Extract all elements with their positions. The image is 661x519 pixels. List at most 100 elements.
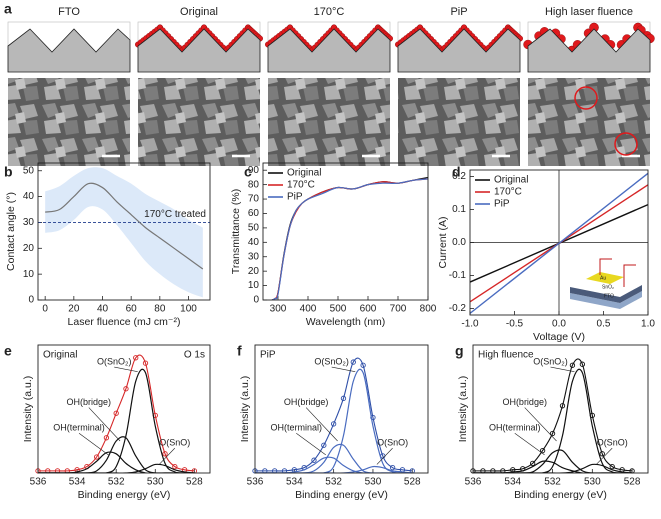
- fto-substrate: [527, 28, 651, 73]
- x-tick-label: 500: [330, 304, 347, 315]
- x-tick-label: 600: [360, 304, 377, 315]
- x-axis-label: Laser fluence (mJ cm⁻²): [68, 316, 181, 328]
- panel-label: f: [237, 343, 242, 359]
- leader: [596, 447, 613, 465]
- data-point: [311, 457, 317, 463]
- curve-label: O(SnO): [159, 438, 190, 448]
- chart-panel: f 536 534 532 530 528 O(SnO₂) OH(bridge) OH(term…: [237, 343, 429, 501]
- curve-label: OH(terminal): [53, 423, 105, 433]
- panel-label: c: [244, 164, 252, 180]
- leader: [514, 432, 545, 456]
- x-axis-label: Binding energy (eV): [78, 489, 171, 501]
- curve-label: OH(terminal): [271, 423, 323, 433]
- x-tick-label: 534: [504, 477, 521, 488]
- x-tick-label: 534: [69, 477, 86, 488]
- curve-label: O(SnO): [597, 438, 628, 448]
- x-tick-label: 530: [365, 477, 382, 488]
- x-tick-label: 532: [108, 477, 125, 488]
- y-axis-label: Intensity (a.u.): [22, 376, 34, 443]
- series-line: [38, 451, 195, 473]
- column-title: FTO: [58, 6, 80, 18]
- x-tick-label: 300: [270, 304, 287, 315]
- panel-label: d: [452, 164, 461, 180]
- x-tick-label: 536: [465, 477, 482, 488]
- data-point: [133, 355, 139, 361]
- reference-label: 170°C treated: [144, 209, 206, 220]
- x-tick-label: 800: [420, 304, 437, 315]
- curve-label: OH(bridge): [284, 397, 329, 407]
- leader: [296, 432, 326, 456]
- column-title: Original: [180, 6, 218, 18]
- y-tick-label: 20: [23, 243, 35, 254]
- series-line: [473, 460, 633, 473]
- chart-title: PiP: [260, 350, 276, 361]
- inset-label: Au: [600, 275, 606, 281]
- inset-au: [586, 272, 624, 284]
- y-axis-label: Current (A): [437, 217, 449, 269]
- y-axis-label: Contact angle (°): [5, 192, 17, 271]
- x-tick-label: 20: [68, 304, 80, 315]
- leader: [305, 407, 338, 442]
- y-tick-label: 60: [248, 208, 260, 219]
- series-line: [255, 456, 413, 473]
- x-tick-label: -1.0: [461, 319, 479, 330]
- plot-frame: [472, 344, 649, 474]
- series-line: [38, 463, 195, 473]
- y-tick-label: 50: [23, 165, 35, 176]
- x-tick-label: 700: [390, 304, 407, 315]
- series-line: [38, 436, 195, 473]
- x-axis-label: Binding energy (eV): [514, 489, 607, 501]
- chart-title: Original: [43, 350, 77, 361]
- legend-label: PiP: [494, 199, 510, 210]
- column-title: 170°C: [314, 6, 345, 18]
- leader: [88, 407, 121, 442]
- leader: [331, 366, 356, 372]
- y-tick-label: 10: [23, 269, 35, 280]
- fto-substrate: [267, 28, 391, 73]
- y-tick-label: 0.1: [452, 204, 466, 215]
- plot-frame: [469, 169, 649, 316]
- x-tick-label: 536: [30, 477, 47, 488]
- y-tick-label: 50: [248, 223, 260, 234]
- series-line: [38, 354, 195, 472]
- chart-title: High fluence: [478, 350, 534, 361]
- x-tick-label: 80: [154, 304, 166, 315]
- data-point: [599, 451, 605, 457]
- leader: [158, 447, 176, 465]
- x-tick-label: 0.5: [597, 319, 611, 330]
- fto-substrate: [7, 28, 131, 73]
- plot-frame: [262, 162, 429, 301]
- y-tick-label: 0.2: [452, 171, 466, 182]
- chart-panel: c 300 400 500 600 700 800 0 10 20 30 40 50 60 70 80 90 Or…: [230, 162, 437, 328]
- x-tick-label: 532: [544, 477, 561, 488]
- data-point: [539, 447, 546, 454]
- series-line: [473, 358, 633, 472]
- leader: [376, 447, 393, 465]
- curve-label: OH(bridge): [502, 397, 547, 407]
- curve-label: O(SnO): [377, 438, 408, 448]
- data-point: [172, 463, 178, 470]
- chart-panel: b 0 20 40 60 80 100 0 10 20 30 40 50 170°C treated Las…: [4, 162, 211, 328]
- x-tick-label: 536: [247, 477, 264, 488]
- inset-probe: [599, 258, 612, 275]
- x-tick-label: 530: [147, 477, 164, 488]
- highlight: [614, 132, 638, 156]
- x-tick-label: 40: [97, 304, 109, 315]
- panel-label: b: [4, 164, 13, 180]
- inset-fto: [570, 291, 642, 309]
- sem-image: [268, 78, 390, 166]
- annotation: O 1s: [184, 350, 205, 361]
- chart-panel: d -1.0 -0.5 0.0 0.5 1.0 -0.2 -0.1 0.0 0.1 0.2 Origi…: [437, 164, 656, 343]
- x-tick-label: 60: [126, 304, 138, 315]
- x-tick-label: 528: [186, 477, 203, 488]
- series-line: [255, 465, 413, 473]
- data-point: [389, 465, 396, 471]
- data-point: [142, 360, 149, 366]
- data-point: [579, 361, 586, 367]
- x-tick-label: 528: [624, 477, 641, 488]
- inset-sno2: [570, 285, 642, 303]
- x-axis-label: Wavelength (nm): [306, 316, 386, 328]
- series-line: [255, 357, 413, 472]
- y-tick-label: 70: [248, 194, 260, 205]
- column-title: High laser fluence: [545, 6, 633, 18]
